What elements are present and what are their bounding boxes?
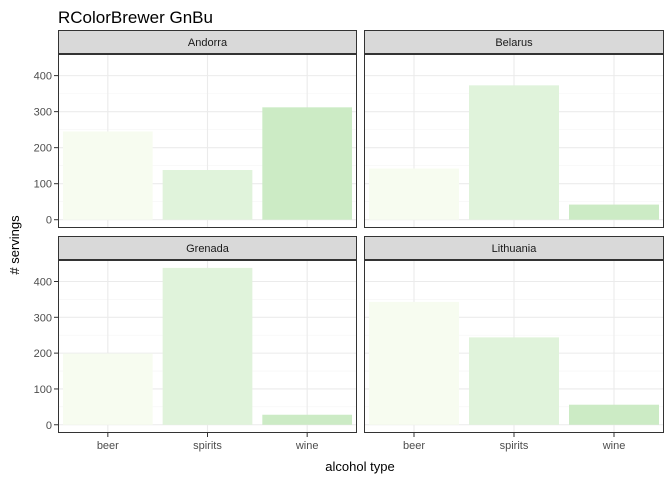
bar-grenada-wine: [262, 414, 353, 425]
chart-title: RColorBrewer GnBu: [58, 8, 213, 27]
facet-strip: [364, 236, 664, 260]
bar-lithuania-beer: [369, 301, 459, 425]
y-tick-label: 100: [34, 384, 52, 396]
facet-panel-lithuania: Lithuania beer spirits wine: [364, 236, 664, 452]
x-tick-label: spirits: [500, 440, 529, 452]
y-tick-label: 0: [46, 215, 52, 227]
bar-andorra-wine: [262, 107, 353, 220]
x-tick-label: spirits: [193, 440, 222, 452]
bar-lithuania-spirits: [469, 337, 559, 425]
facet-strip: [58, 30, 357, 54]
facet-strip: [58, 236, 357, 260]
panel-border: [58, 260, 357, 433]
x-tick-label: wine: [295, 440, 319, 452]
y-axis-title: # servings: [7, 215, 22, 275]
panel-border: [364, 260, 664, 433]
facet-strip-label: Belarus: [495, 37, 533, 49]
y-tick-label: 100: [34, 179, 52, 191]
panel-border: [58, 54, 357, 228]
panel-border: [364, 54, 664, 228]
bar-belarus-wine: [569, 204, 659, 220]
bar-belarus-beer: [369, 168, 459, 220]
x-tick-label: beer: [403, 440, 425, 452]
x-tick-label: wine: [602, 440, 626, 452]
y-tick-label: 400: [34, 276, 52, 288]
facet-strip-label: Andorra: [188, 37, 228, 49]
y-tick-label: 300: [34, 312, 52, 324]
bar-grenada-beer: [62, 353, 153, 425]
x-axis-title: alcohol type: [325, 459, 394, 474]
y-tick-label: 0: [46, 420, 52, 432]
facet-panel-grenada: Grenada 0 100 200 300 400 beer spirits wine: [34, 236, 357, 452]
facet-strip-label: Lithuania: [492, 243, 538, 255]
bar-andorra-beer: [62, 131, 153, 220]
facet-panel-belarus: Belarus: [364, 30, 664, 228]
facet-strip: [364, 30, 664, 54]
y-tick-label: 200: [34, 348, 52, 360]
bar-andorra-spirits: [162, 170, 253, 220]
bar-belarus-spirits: [469, 85, 559, 220]
facet-panel-andorra: Andorra 0 100 200 300 400: [34, 30, 357, 228]
x-tick-label: beer: [97, 440, 119, 452]
y-tick-label: 400: [34, 71, 52, 83]
y-tick-label: 300: [34, 107, 52, 119]
bar-grenada-spirits: [162, 267, 253, 425]
bar-lithuania-wine: [569, 404, 659, 425]
facet-strip-label: Grenada: [186, 243, 230, 255]
facet-panels: Andorra 0 100 200 300 400 Belarus Grenada 0 100 20…: [34, 30, 664, 452]
y-tick-label: 200: [34, 143, 52, 155]
